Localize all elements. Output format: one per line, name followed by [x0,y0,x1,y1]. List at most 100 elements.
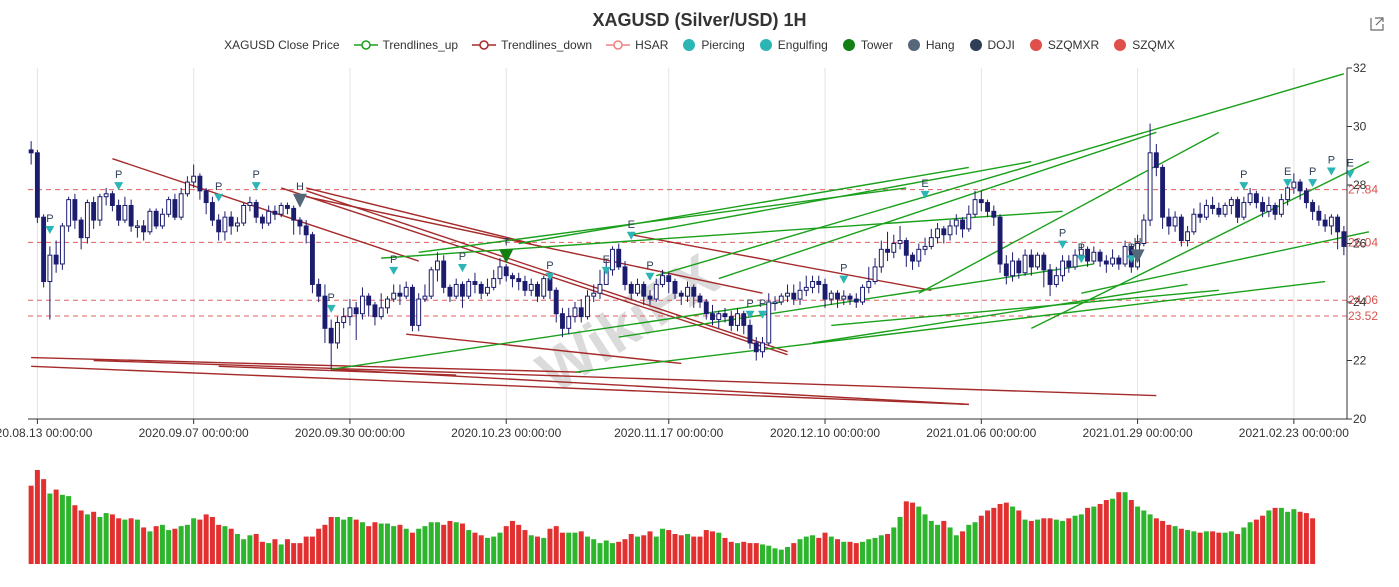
legend-dot [1029,39,1042,51]
volume-bar [1085,507,1091,564]
legend-label: Trendlines_down [501,38,593,52]
y-tick-label: 20 [1353,412,1367,426]
candle-body [1260,202,1266,212]
candle-body [553,289,559,315]
volume-bar [84,514,90,564]
candle-body [103,193,109,198]
volume-bar [184,524,190,564]
candle-body [385,298,390,309]
legend-item[interactable]: Engulfing [759,38,828,52]
volume-bar [1010,506,1016,564]
x-tick-label: 2020.11.17 00:00:00 [614,426,724,440]
candle-body [591,292,597,297]
volume-bar [466,530,472,564]
candle-body [560,313,565,329]
legend-item[interactable]: SZQMX [1113,38,1175,52]
candle-body [1266,204,1272,212]
legend-item[interactable]: Trendlines_up [353,38,458,52]
volume-bar [1153,518,1159,564]
volume-bar [891,527,897,564]
candle-body [885,248,890,253]
candle-body [1060,260,1066,277]
candle-body [191,175,197,183]
trendline-up [918,131,1220,294]
candle-body [397,292,403,297]
volume-bar [716,532,722,564]
legend-swatch-icon [1029,39,1042,51]
candle-body [128,204,134,227]
x-tick-label: 2020.09.07 00:00:00 [139,426,249,440]
candle-body [891,243,897,253]
candle-body [1253,193,1259,204]
pattern-label: P [46,213,53,225]
candle-body [372,304,378,318]
volume-bar [1291,509,1297,564]
save-image-icon[interactable] [1369,16,1385,32]
volume-bar [103,513,109,564]
candle-body [1216,207,1222,215]
candle-body [853,298,859,303]
candle-body [478,283,484,294]
volume-bar [159,524,165,564]
candle-body [897,240,903,244]
pattern-label: P [1309,166,1316,178]
volume-bar [991,507,997,564]
candle-body [1235,199,1241,218]
legend-item[interactable]: Tower [842,38,893,52]
legend-item[interactable]: DOJI [969,38,1015,52]
legend-item[interactable]: HSAR [606,38,668,52]
candle-body [472,281,478,285]
legend-dot [683,39,696,51]
candle-body [485,286,490,294]
hsar-label: 27.84 [1348,183,1378,197]
candle-body [447,286,453,297]
volume-bar [147,531,153,564]
candle-body [303,225,309,236]
volume-bar [559,532,565,564]
volume-bar [141,527,147,564]
volume-bar [935,524,941,564]
candle-body [1228,199,1234,206]
legend-item[interactable]: XAGUSD Close Price [224,38,339,52]
volume-bar [966,524,972,564]
volume-bar [1278,507,1284,564]
volume-bar [753,543,759,564]
volume-bar [960,531,966,564]
volume-bar [353,519,359,564]
volume-bar [760,544,766,564]
candle-body [916,248,922,262]
candle-body [166,199,172,215]
candle-body [910,254,915,262]
candle-body [59,225,65,265]
volume-bar [172,528,178,564]
candle-body [147,210,153,233]
volume-bar [422,526,428,564]
legend-circle [479,40,489,50]
candle-body [1278,199,1284,215]
volume-bar [1197,532,1203,564]
volume-bar [860,541,866,564]
volume-bar [1222,532,1228,564]
candle-body [1272,204,1278,215]
candle-body [428,269,434,297]
candle-body [1191,213,1197,233]
volume-bar [1097,503,1103,564]
candle-body [1066,260,1072,268]
legend-item[interactable]: SZQMXR [1029,38,1099,52]
legend-item[interactable]: Trendlines_down [472,38,592,52]
y-tick-label: 24 [1353,295,1367,309]
candle-body [566,316,572,329]
volume-bar [1166,524,1172,564]
legend-item[interactable]: Piercing [682,38,745,52]
candle-body [453,283,459,297]
trendline-down [280,187,788,356]
volume-bar [97,517,103,564]
legend-item[interactable]: Hang [907,38,955,52]
candle-body [1322,219,1328,227]
volume-bar [1303,513,1309,564]
volume-bar [72,505,78,564]
pattern-marker-icon [601,266,611,275]
volume-bar [653,536,659,564]
pattern-label: E [628,219,635,231]
candle-body [1241,202,1247,218]
